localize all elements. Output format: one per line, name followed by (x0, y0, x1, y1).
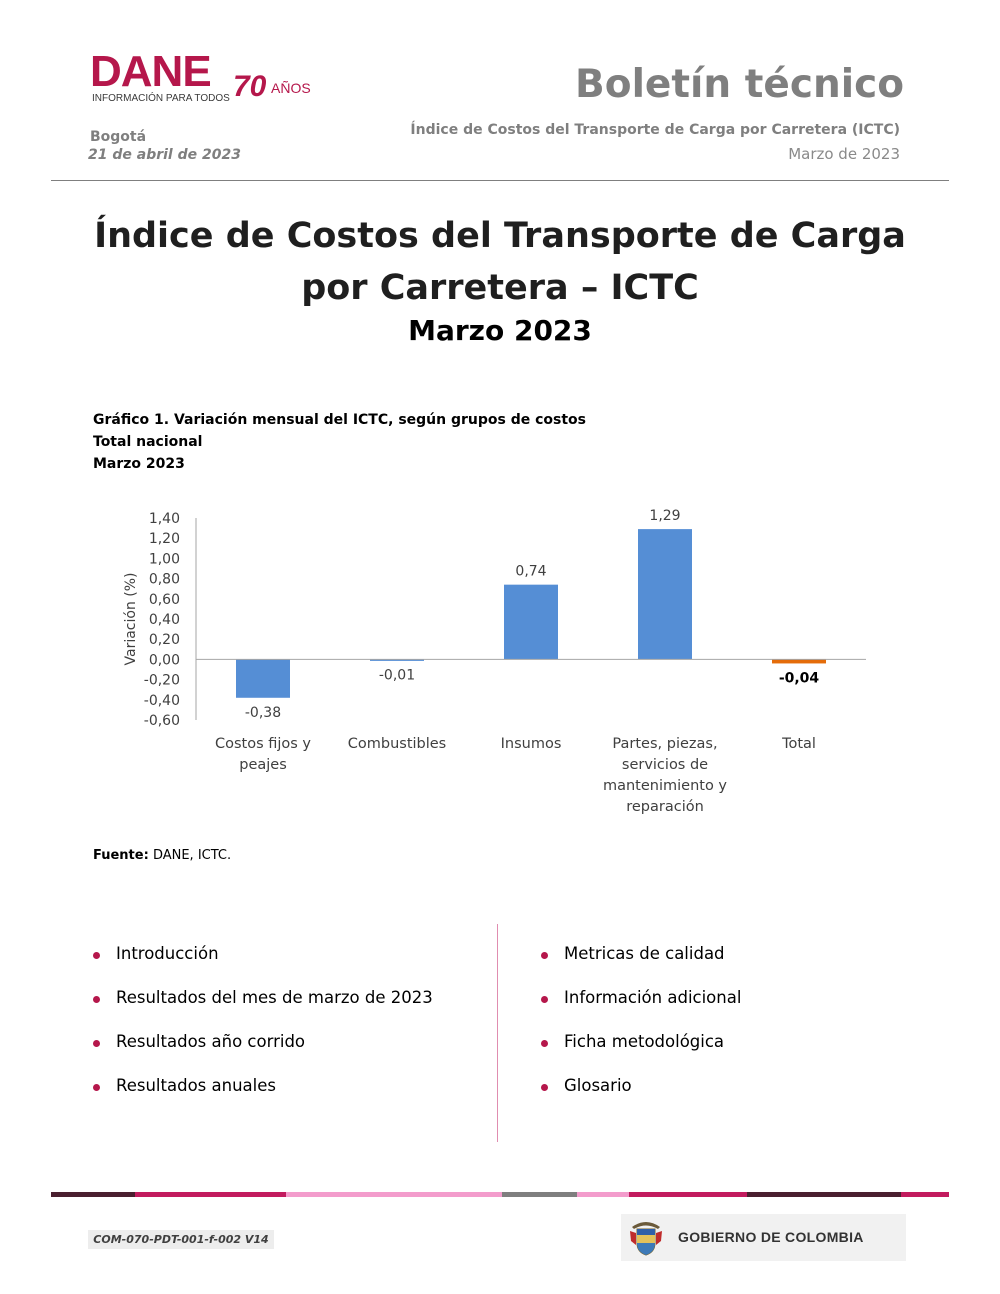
document-subtitle: Marzo 2023 (408, 314, 592, 347)
dane-logo: DANE INFORMACIÓN PARA TODOS 70 AÑOS (90, 50, 330, 110)
y-axis-label: Variación (%) (123, 573, 139, 666)
x-tick-label: reparación (626, 799, 704, 815)
source-label: Fuente: (93, 848, 149, 863)
x-tick-label: Combustibles (348, 736, 447, 752)
toc-left-column: Introducción Resultados del mes de marzo… (92, 944, 433, 1120)
bullet-icon (541, 1084, 548, 1091)
footer-bar-segment (629, 1192, 747, 1197)
footer-bar-segment (577, 1192, 629, 1197)
y-tick-label: 1,20 (149, 531, 180, 547)
anniversary-number: 70 (233, 70, 267, 103)
government-badge: GOBIERNO DE COLOMBIA (621, 1214, 906, 1261)
source-text: DANE, ICTC. (152, 848, 232, 863)
bar (504, 584, 558, 660)
bullet-icon (541, 952, 548, 959)
chart-caption-period: Marzo 2023 (93, 456, 185, 472)
bullet-icon (93, 1084, 100, 1091)
toc-item-label: Resultados año corrido (116, 1032, 306, 1051)
data-label: -0,01 (379, 667, 415, 683)
bulletin-month: Marzo de 2023 (788, 145, 900, 163)
x-tick-label: Costos fijos y (215, 736, 311, 752)
data-label: -0,04 (779, 670, 820, 686)
x-tick-label: peajes (239, 757, 287, 773)
footer-bar-segment (901, 1192, 949, 1197)
footer-color-bar (51, 1192, 949, 1197)
government-label: GOBIERNO DE COLOMBIA (678, 1229, 864, 1245)
bullet-icon (541, 996, 548, 1003)
bulletin-subtitle: Índice de Costos del Transporte de Carga… (410, 122, 900, 138)
toc-divider (497, 924, 498, 1142)
y-tick-label: 0,20 (149, 632, 180, 648)
toc-right-column: Metricas de calidad Información adiciona… (540, 944, 741, 1120)
x-tick-label: Partes, piezas, (612, 736, 717, 752)
bar (638, 529, 692, 660)
document-title-line1: Índice de Costos del Transporte de Carga (94, 216, 906, 256)
data-label: 0,74 (515, 564, 546, 580)
toc-item-label: Resultados del mes de marzo de 2023 (116, 988, 433, 1007)
x-tick-label: servicios de (622, 757, 708, 773)
document-code: COM-070-PDT-001-f-002 V14 (88, 1230, 274, 1249)
toc-item-resultados-anuales[interactable]: Resultados anuales (92, 1076, 433, 1120)
bar (772, 659, 826, 664)
y-tick-label: 1,40 (149, 511, 180, 527)
header-divider (51, 180, 949, 181)
document-title: Índice de Costos del Transporte de Carga… (0, 210, 1000, 314)
toc-item-label: Glosario (564, 1076, 632, 1095)
toc-item-informacion-adicional[interactable]: Información adicional (540, 988, 741, 1032)
y-tick-label: -0,20 (144, 673, 180, 689)
toc-item-label: Ficha metodológica (564, 1032, 725, 1051)
x-tick-label: Insumos (501, 736, 562, 752)
footer-bar-segment (747, 1192, 901, 1197)
bar (236, 659, 290, 698)
y-tick-label: 0,00 (149, 652, 180, 668)
toc-item-label: Información adicional (564, 988, 742, 1007)
bullet-icon (93, 1040, 100, 1047)
toc-item-label: Resultados anuales (116, 1076, 276, 1095)
y-tick-label: -0,60 (144, 713, 180, 729)
x-tick-label: Total (781, 736, 816, 752)
chart-source: Fuente: DANE, ICTC. (93, 848, 231, 863)
chart-caption-title: Gráfico 1. Variación mensual del ICTC, s… (93, 412, 587, 428)
footer-bar-segment (286, 1192, 502, 1197)
coat-of-arms-icon (630, 1222, 662, 1256)
document-title-line2: por Carretera – ICTC (301, 268, 699, 308)
toc-item-introduccion[interactable]: Introducción (92, 944, 433, 988)
bullet-icon (93, 996, 100, 1003)
y-tick-label: 0,40 (149, 612, 180, 628)
toc-item-glosario[interactable]: Glosario (540, 1076, 741, 1120)
y-tick-label: -0,40 (144, 693, 180, 709)
bullet-icon (541, 1040, 548, 1047)
toc-item-label: Metricas de calidad (564, 944, 725, 963)
bar-chart: 1,40 1,20 1,00 0,80 0,60 0,40 0,20 0,00 -0,20 -0,… (123, 508, 866, 815)
bullet-icon (93, 952, 100, 959)
toc-item-resultados-ano-corrido[interactable]: Resultados año corrido (92, 1032, 433, 1076)
bar (370, 659, 424, 661)
y-tick-label: 0,80 (149, 572, 180, 588)
toc-item-metricas-calidad[interactable]: Metricas de calidad (540, 944, 741, 988)
x-tick-label: mantenimiento y (603, 778, 727, 794)
footer-bar-segment (51, 1192, 135, 1197)
footer-bar-segment (502, 1192, 577, 1197)
logo-wordmark: DANE (90, 47, 212, 96)
toc-item-ficha-metodologica[interactable]: Ficha metodológica (540, 1032, 741, 1076)
logo-tagline: INFORMACIÓN PARA TODOS (92, 93, 230, 104)
city: Bogotá (90, 129, 147, 145)
data-label: -0,38 (245, 705, 281, 721)
bulletin-title: Boletín técnico (575, 62, 904, 107)
toc-item-resultados-mes[interactable]: Resultados del mes de marzo de 2023 (92, 988, 433, 1032)
y-tick-label: 1,00 (149, 551, 180, 567)
y-tick-label: 0,60 (149, 592, 180, 608)
footer-bar-segment (135, 1192, 286, 1197)
anniversary-word: AÑOS (271, 80, 311, 96)
chart-caption-scope: Total nacional (93, 434, 203, 450)
toc-item-label: Introducción (116, 944, 219, 963)
publication-date: 21 de abril de 2023 (88, 147, 241, 163)
data-label: 1,29 (649, 508, 680, 524)
